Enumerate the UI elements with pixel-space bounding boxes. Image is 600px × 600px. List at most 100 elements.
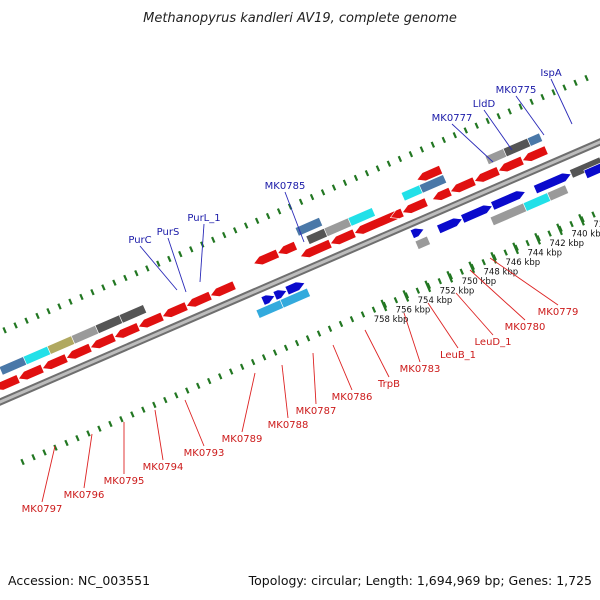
leader-line	[312, 352, 317, 405]
gene-label: PurS	[157, 227, 180, 238]
top-scale-tick	[75, 434, 80, 442]
top-scale-tick	[360, 311, 366, 318]
scale-label-7: 750 kbp	[462, 277, 497, 287]
forward-gene	[414, 235, 431, 250]
top-scale-tick	[31, 454, 36, 461]
gene-label: MK0793	[184, 448, 225, 459]
top-scale-tick	[53, 444, 58, 451]
scale-label-5: 746 kbp	[505, 258, 540, 268]
reverse-gene	[389, 207, 405, 219]
bottom-scale-tick	[265, 212, 271, 220]
scale-label-1: 738 kbp	[593, 220, 600, 230]
gene-label: MK0780	[505, 322, 546, 333]
major-scale-tick	[402, 289, 410, 302]
bottom-scale-tick	[529, 98, 534, 106]
top-scale-tick	[261, 354, 267, 361]
reverse-gene	[277, 241, 298, 255]
reverse-gene	[253, 248, 280, 266]
scale-label-11: 758 kbp	[374, 315, 409, 325]
bottom-scale-tick	[13, 322, 18, 329]
bottom-scale-tick	[145, 265, 150, 272]
gene-label: PurC	[128, 235, 151, 246]
reverse-gene	[137, 311, 165, 329]
top-scale-tick	[283, 344, 289, 351]
major-scale-tick	[380, 299, 388, 312]
reverse-gene	[416, 165, 444, 182]
leader-line	[167, 237, 187, 293]
bottom-scale-tick	[463, 127, 468, 134]
top-scale-tick	[470, 263, 475, 271]
gene-label: MK0788	[268, 420, 309, 431]
bottom-scale-tick	[485, 117, 490, 125]
accession-text: Accession: NC_003551	[8, 573, 150, 588]
top-scale-tick	[481, 258, 486, 266]
forward-gene	[272, 289, 288, 301]
bottom-scale-tick	[276, 208, 282, 215]
reverse-gene	[22, 345, 52, 366]
forward-gene	[569, 156, 600, 179]
top-scale-tick	[218, 373, 223, 380]
leader-line	[403, 312, 421, 363]
scale-label-10: 756 kbp	[396, 305, 431, 315]
leader-line	[550, 78, 573, 125]
top-scale-tick	[525, 239, 530, 247]
bottom-scale-tick	[112, 279, 117, 286]
reverse-gene	[431, 187, 453, 201]
bottom-scale-tick	[408, 151, 414, 158]
major-scale-tick	[468, 261, 476, 274]
scale-label-6: 748 kbp	[484, 267, 519, 277]
bottom-scale-tick	[551, 89, 556, 96]
top-scale-tick	[514, 244, 519, 252]
gene-label: MK0789	[222, 434, 263, 445]
top-scale-tick	[42, 449, 47, 456]
major-scale-tick	[556, 223, 563, 236]
bottom-scale-tick	[134, 269, 139, 277]
top-scale-tick	[349, 316, 355, 323]
scale-label-2: 740 kbp	[571, 229, 600, 239]
bottom-scale-tick	[46, 308, 51, 315]
forward-gene	[436, 217, 463, 234]
leader-line	[469, 269, 526, 321]
top-scale-tick	[130, 411, 135, 418]
bottom-scale-tick	[243, 222, 249, 229]
leader-line	[451, 123, 494, 163]
bottom-scale-tick	[68, 298, 73, 305]
leader-line	[281, 364, 289, 419]
leader-line	[83, 433, 93, 489]
reverse-gene	[521, 145, 549, 162]
top-scale-tick	[327, 325, 333, 332]
bottom-scale-tick	[342, 179, 348, 186]
bottom-scale-tick	[178, 250, 183, 258]
top-scale-tick	[437, 277, 443, 285]
reverse-gene	[185, 291, 213, 308]
bottom-scale-tick	[222, 231, 227, 239]
top-scale-tick	[174, 392, 179, 399]
bottom-scale-tick	[562, 84, 567, 91]
gene-label: MK0796	[64, 490, 105, 501]
reverse-gene	[473, 166, 501, 183]
leader-line	[199, 223, 205, 283]
leader-line	[483, 109, 513, 151]
bottom-scale-tick	[430, 141, 436, 148]
bottom-scale-tick	[211, 236, 216, 244]
reverse-gene	[329, 228, 357, 245]
top-scale-tick	[536, 235, 541, 242]
reverse-gene	[0, 374, 21, 391]
major-scale-tick	[424, 280, 432, 293]
top-scale-tick	[108, 420, 113, 428]
forward-gene	[583, 162, 600, 179]
bottom-scale-tick	[573, 79, 578, 87]
scale-label-3: 742 kbp	[549, 239, 584, 249]
gene-label: MK0795	[104, 476, 145, 487]
reverse-gene	[41, 353, 69, 370]
gene-label: MK0785	[265, 181, 306, 192]
forward-gene	[409, 227, 425, 239]
major-scale-tick	[446, 270, 454, 283]
bottom-scale-tick	[156, 260, 161, 267]
reverse-gene	[209, 280, 237, 297]
forward-gene	[490, 190, 526, 211]
top-scale-tick	[86, 430, 91, 437]
top-scale-tick	[459, 268, 464, 275]
